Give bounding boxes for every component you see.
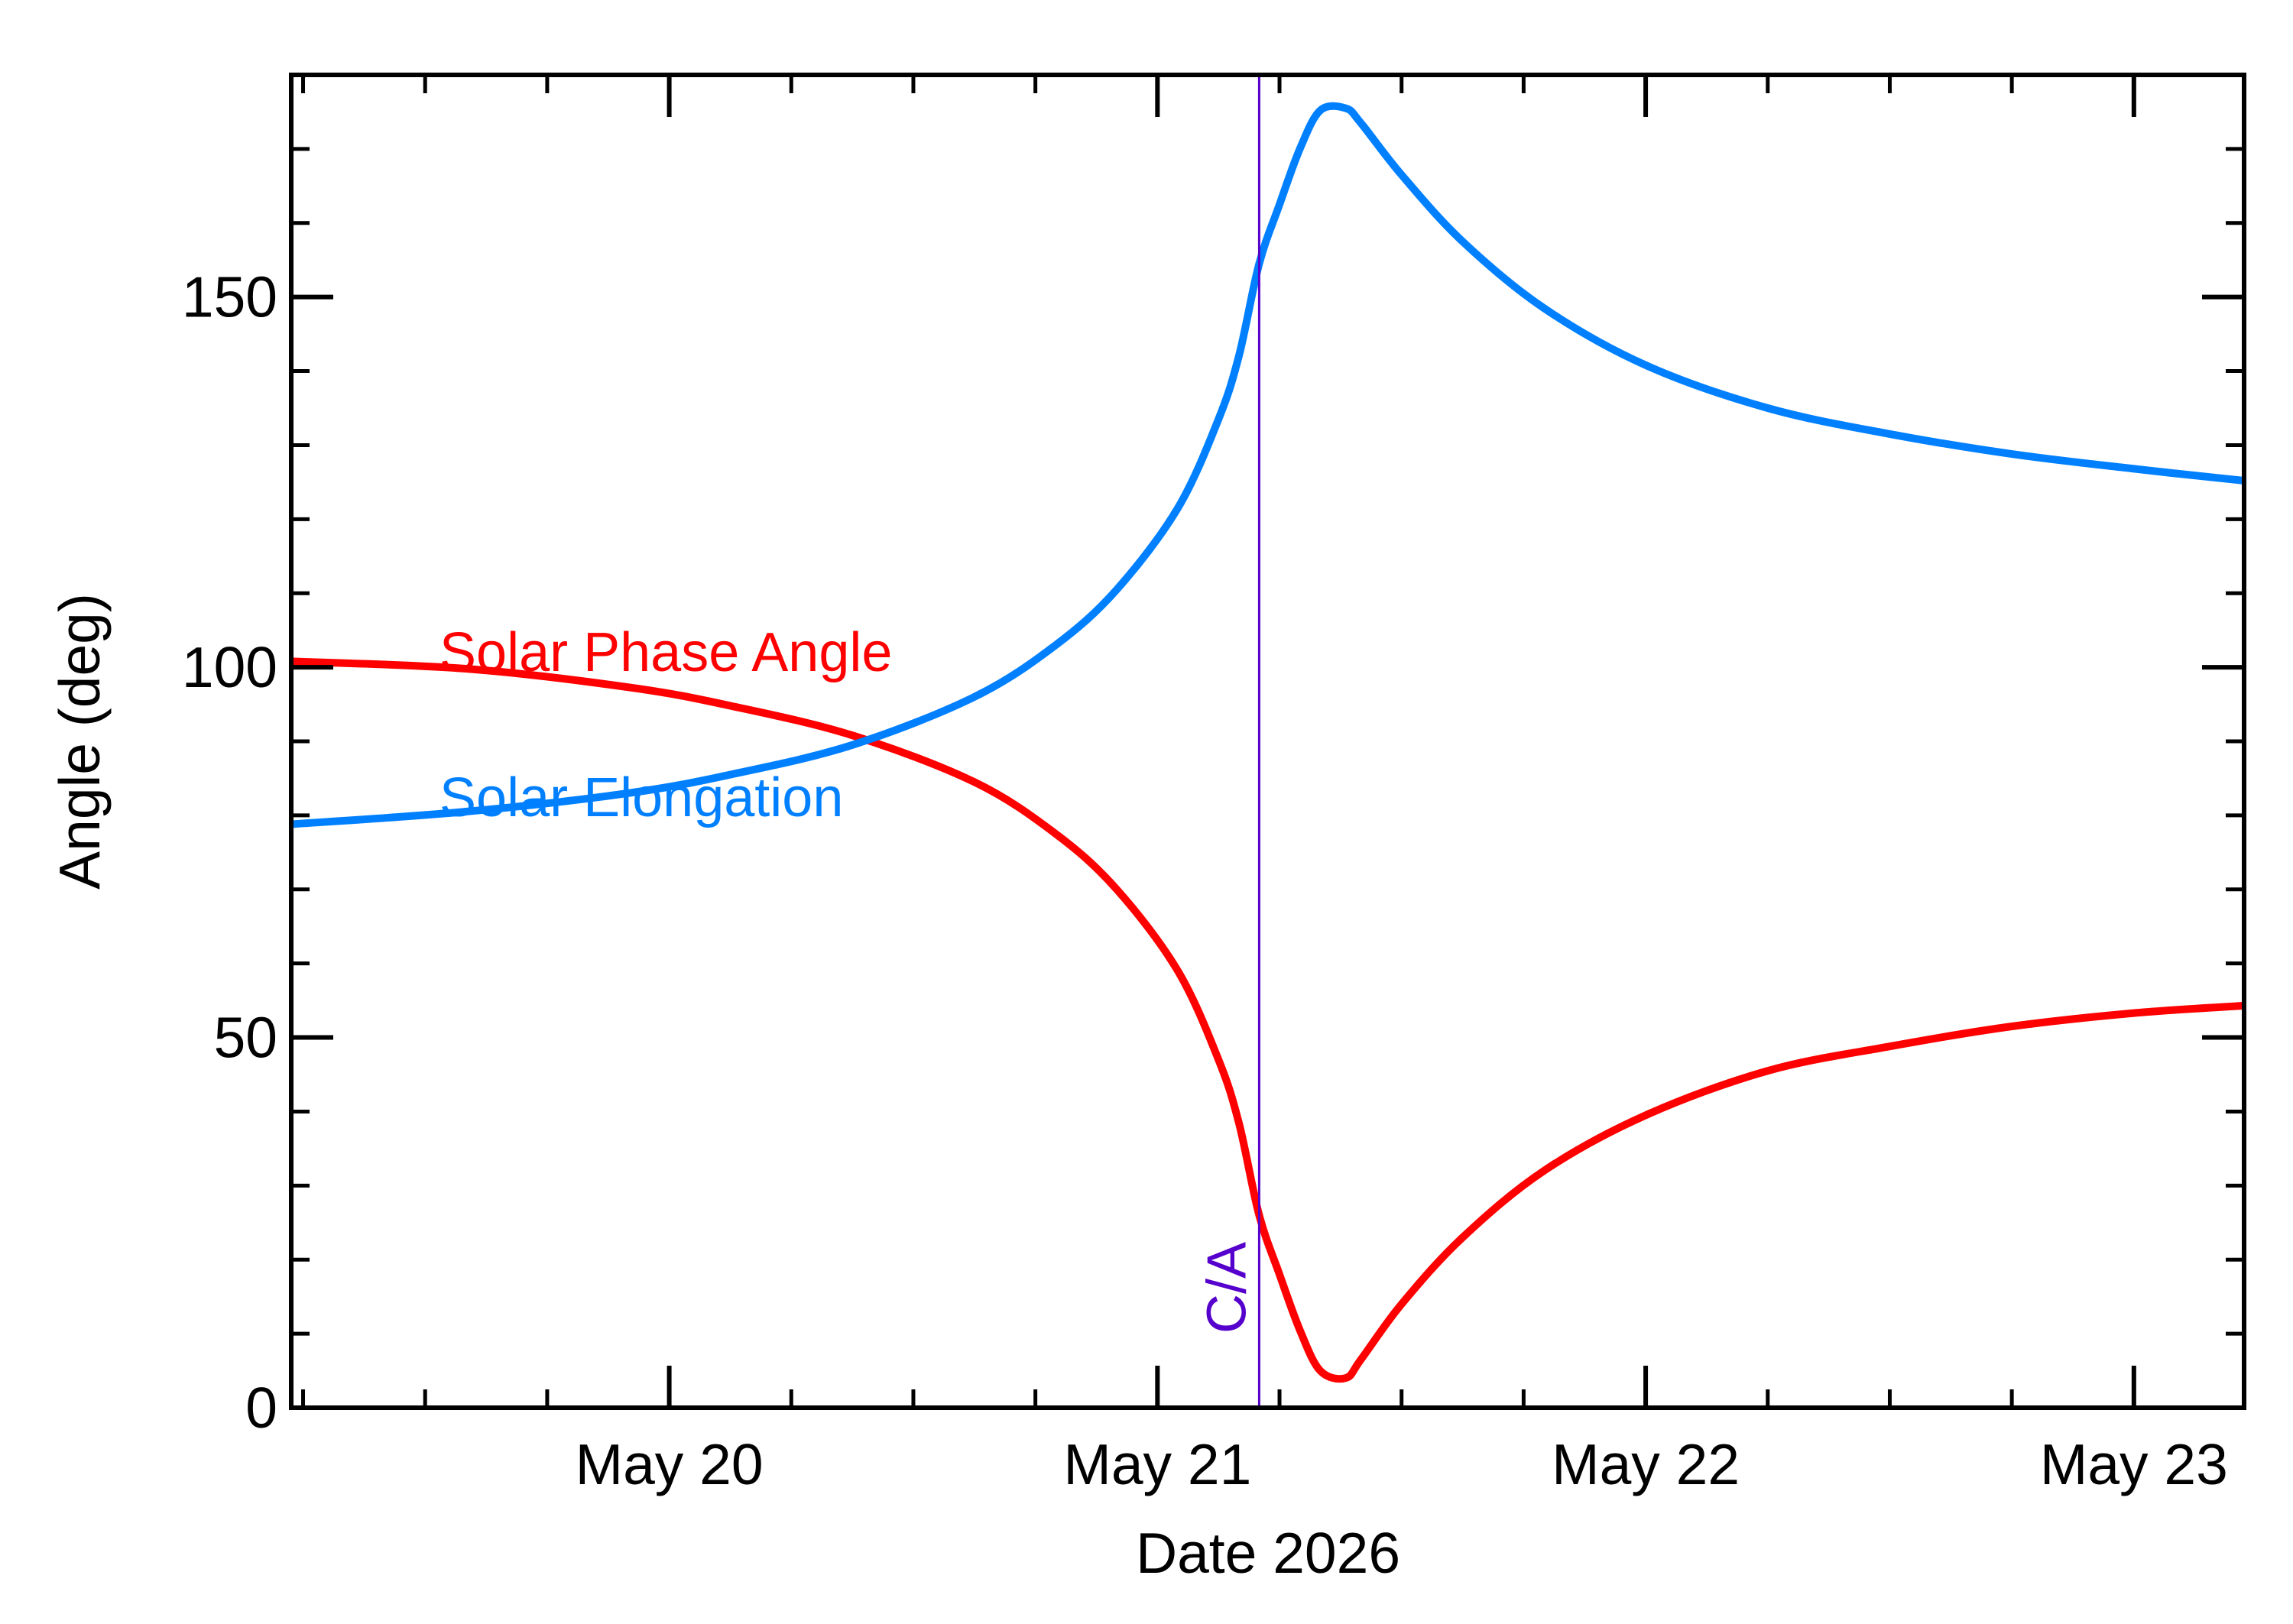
solar-phase-angle-label: Solar Phase Angle — [439, 622, 892, 683]
x-axis-label: Date 2026 — [1136, 1521, 1400, 1585]
solar-phase-angle-line — [290, 657, 2245, 1383]
y-tick-label: 0 — [245, 1376, 277, 1440]
y-tick-label: 150 — [182, 265, 277, 329]
x-tick-label: May 22 — [1552, 1432, 1740, 1496]
x-tick-label: May 20 — [576, 1432, 764, 1496]
y-tick-label: 50 — [214, 1006, 277, 1070]
y-tick-label: 100 — [182, 635, 277, 699]
axes-layer: 0 50 100 150 May 20 May 21 May 22 May 23 — [182, 73, 2246, 1496]
solar-elongation-line — [290, 102, 2245, 828]
series-layer: Solar Phase Angle Solar Elongation — [290, 102, 2245, 1383]
y-axis-label: Angle (deg) — [47, 593, 112, 890]
plot-frame — [289, 73, 2246, 1410]
close-approach-layer: C/A — [1196, 75, 1260, 1408]
x-tick-label: May 23 — [2040, 1432, 2228, 1496]
solar-elongation-label: Solar Elongation — [439, 767, 843, 828]
x-tick-label: May 21 — [1063, 1432, 1251, 1496]
labels-layer: Date 2026 Angle (deg) — [47, 593, 1400, 1585]
close-approach-label: C/A — [1196, 1242, 1257, 1334]
